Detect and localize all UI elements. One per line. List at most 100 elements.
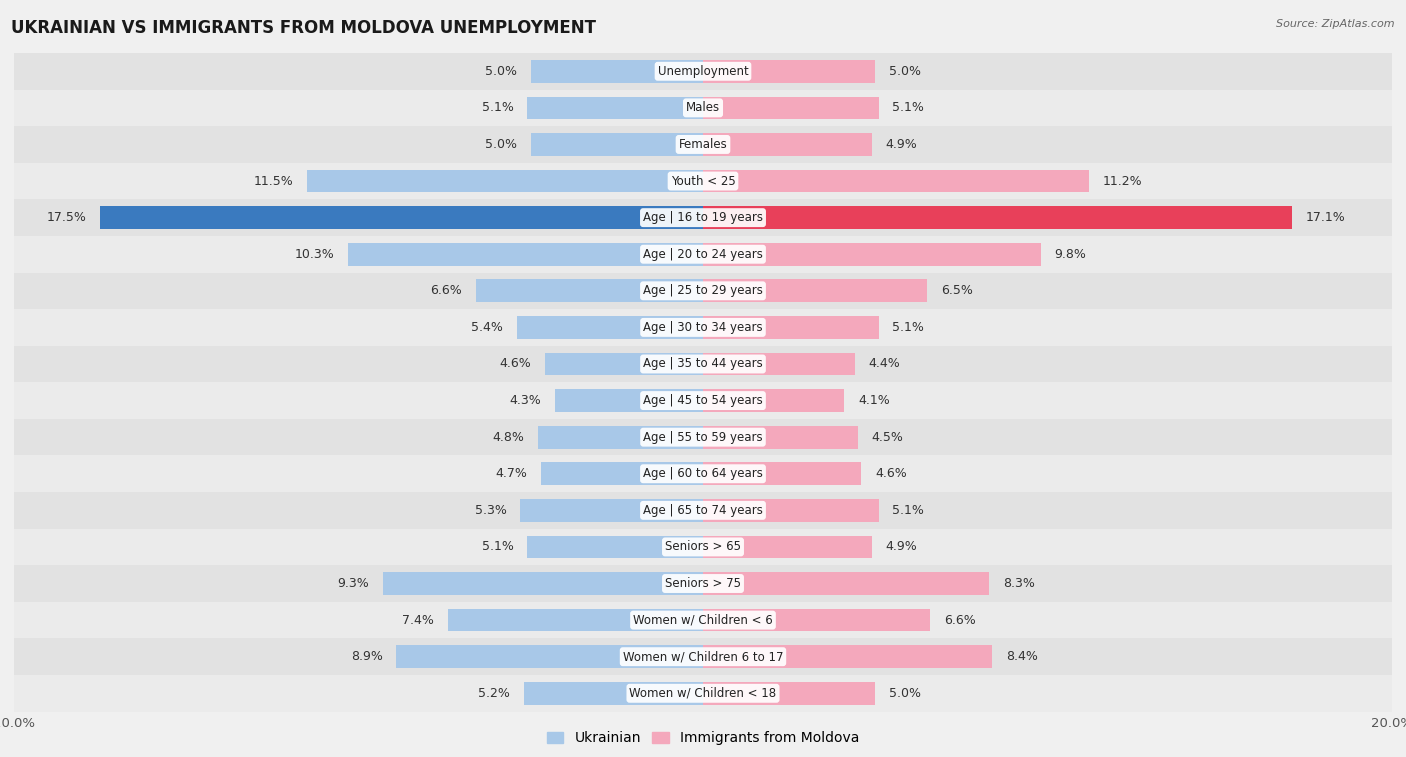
Text: 8.9%: 8.9% xyxy=(350,650,382,663)
Text: 5.2%: 5.2% xyxy=(478,687,510,699)
Bar xyxy=(524,682,703,705)
Bar xyxy=(703,682,875,705)
Text: 4.4%: 4.4% xyxy=(869,357,900,370)
Bar xyxy=(14,163,1392,199)
Text: 4.7%: 4.7% xyxy=(495,467,527,480)
Bar xyxy=(703,609,931,631)
Bar xyxy=(703,646,993,668)
Bar xyxy=(703,207,1292,229)
Bar xyxy=(349,243,703,266)
Text: 4.9%: 4.9% xyxy=(886,540,917,553)
Text: Age | 20 to 24 years: Age | 20 to 24 years xyxy=(643,248,763,260)
Text: Age | 30 to 34 years: Age | 30 to 34 years xyxy=(643,321,763,334)
Bar xyxy=(703,279,927,302)
Text: 5.0%: 5.0% xyxy=(889,687,921,699)
Bar xyxy=(517,316,703,338)
Bar xyxy=(14,89,1392,126)
Bar xyxy=(537,426,703,448)
Text: 4.8%: 4.8% xyxy=(492,431,524,444)
Bar xyxy=(555,389,703,412)
Bar xyxy=(703,133,872,156)
Text: Age | 16 to 19 years: Age | 16 to 19 years xyxy=(643,211,763,224)
Text: Age | 45 to 54 years: Age | 45 to 54 years xyxy=(643,394,763,407)
Text: 11.2%: 11.2% xyxy=(1102,175,1142,188)
Text: 8.3%: 8.3% xyxy=(1002,577,1035,590)
Bar xyxy=(531,60,703,83)
Text: Age | 65 to 74 years: Age | 65 to 74 years xyxy=(643,504,763,517)
Text: 4.6%: 4.6% xyxy=(499,357,531,370)
Bar xyxy=(14,346,1392,382)
Text: 6.6%: 6.6% xyxy=(430,285,461,298)
Text: Women w/ Children < 6: Women w/ Children < 6 xyxy=(633,614,773,627)
Bar xyxy=(14,565,1392,602)
Text: 5.0%: 5.0% xyxy=(485,65,517,78)
Bar xyxy=(449,609,703,631)
Bar xyxy=(14,199,1392,236)
Text: 11.5%: 11.5% xyxy=(253,175,292,188)
Text: 4.1%: 4.1% xyxy=(858,394,890,407)
Text: 17.5%: 17.5% xyxy=(46,211,86,224)
Bar xyxy=(14,53,1392,89)
Bar xyxy=(14,456,1392,492)
Bar xyxy=(703,463,862,485)
Bar xyxy=(703,170,1088,192)
Bar xyxy=(14,638,1392,675)
Text: UKRAINIAN VS IMMIGRANTS FROM MOLDOVA UNEMPLOYMENT: UKRAINIAN VS IMMIGRANTS FROM MOLDOVA UNE… xyxy=(11,19,596,37)
Text: Women w/ Children < 18: Women w/ Children < 18 xyxy=(630,687,776,699)
Bar xyxy=(703,426,858,448)
Bar xyxy=(703,572,988,595)
Text: Females: Females xyxy=(679,138,727,151)
Bar xyxy=(703,353,855,375)
Text: 5.1%: 5.1% xyxy=(482,540,513,553)
Bar xyxy=(307,170,703,192)
Text: Age | 25 to 29 years: Age | 25 to 29 years xyxy=(643,285,763,298)
Text: 5.0%: 5.0% xyxy=(889,65,921,78)
Text: 5.1%: 5.1% xyxy=(893,101,924,114)
Bar xyxy=(14,419,1392,456)
Text: Youth < 25: Youth < 25 xyxy=(671,175,735,188)
Text: Unemployment: Unemployment xyxy=(658,65,748,78)
Bar xyxy=(531,133,703,156)
Bar xyxy=(14,273,1392,309)
Text: 5.3%: 5.3% xyxy=(475,504,506,517)
Text: 5.1%: 5.1% xyxy=(893,504,924,517)
Text: 9.8%: 9.8% xyxy=(1054,248,1087,260)
Bar xyxy=(703,97,879,119)
Text: 4.6%: 4.6% xyxy=(875,467,907,480)
Bar xyxy=(703,499,879,522)
Text: Age | 55 to 59 years: Age | 55 to 59 years xyxy=(643,431,763,444)
Text: Seniors > 65: Seniors > 65 xyxy=(665,540,741,553)
Text: 10.3%: 10.3% xyxy=(295,248,335,260)
Text: Source: ZipAtlas.com: Source: ZipAtlas.com xyxy=(1277,19,1395,29)
Text: Seniors > 75: Seniors > 75 xyxy=(665,577,741,590)
Bar xyxy=(14,602,1392,638)
Bar xyxy=(14,236,1392,273)
Text: 5.4%: 5.4% xyxy=(471,321,503,334)
Bar xyxy=(14,382,1392,419)
Bar xyxy=(475,279,703,302)
Bar xyxy=(527,536,703,558)
Text: 6.5%: 6.5% xyxy=(941,285,973,298)
Text: Males: Males xyxy=(686,101,720,114)
Bar xyxy=(14,528,1392,565)
Text: 5.1%: 5.1% xyxy=(893,321,924,334)
Text: Age | 35 to 44 years: Age | 35 to 44 years xyxy=(643,357,763,370)
Bar xyxy=(703,60,875,83)
Text: 17.1%: 17.1% xyxy=(1306,211,1346,224)
Text: 9.3%: 9.3% xyxy=(337,577,368,590)
Text: 5.1%: 5.1% xyxy=(482,101,513,114)
Bar xyxy=(14,492,1392,528)
Bar xyxy=(703,536,872,558)
Bar xyxy=(14,126,1392,163)
Bar xyxy=(544,353,703,375)
Bar xyxy=(396,646,703,668)
Bar xyxy=(14,309,1392,346)
Text: 8.4%: 8.4% xyxy=(1007,650,1038,663)
Bar xyxy=(527,97,703,119)
Bar xyxy=(382,572,703,595)
Legend: Ukrainian, Immigrants from Moldova: Ukrainian, Immigrants from Moldova xyxy=(541,726,865,751)
Bar xyxy=(541,463,703,485)
Text: Age | 60 to 64 years: Age | 60 to 64 years xyxy=(643,467,763,480)
Text: 6.6%: 6.6% xyxy=(945,614,976,627)
Text: 5.0%: 5.0% xyxy=(485,138,517,151)
